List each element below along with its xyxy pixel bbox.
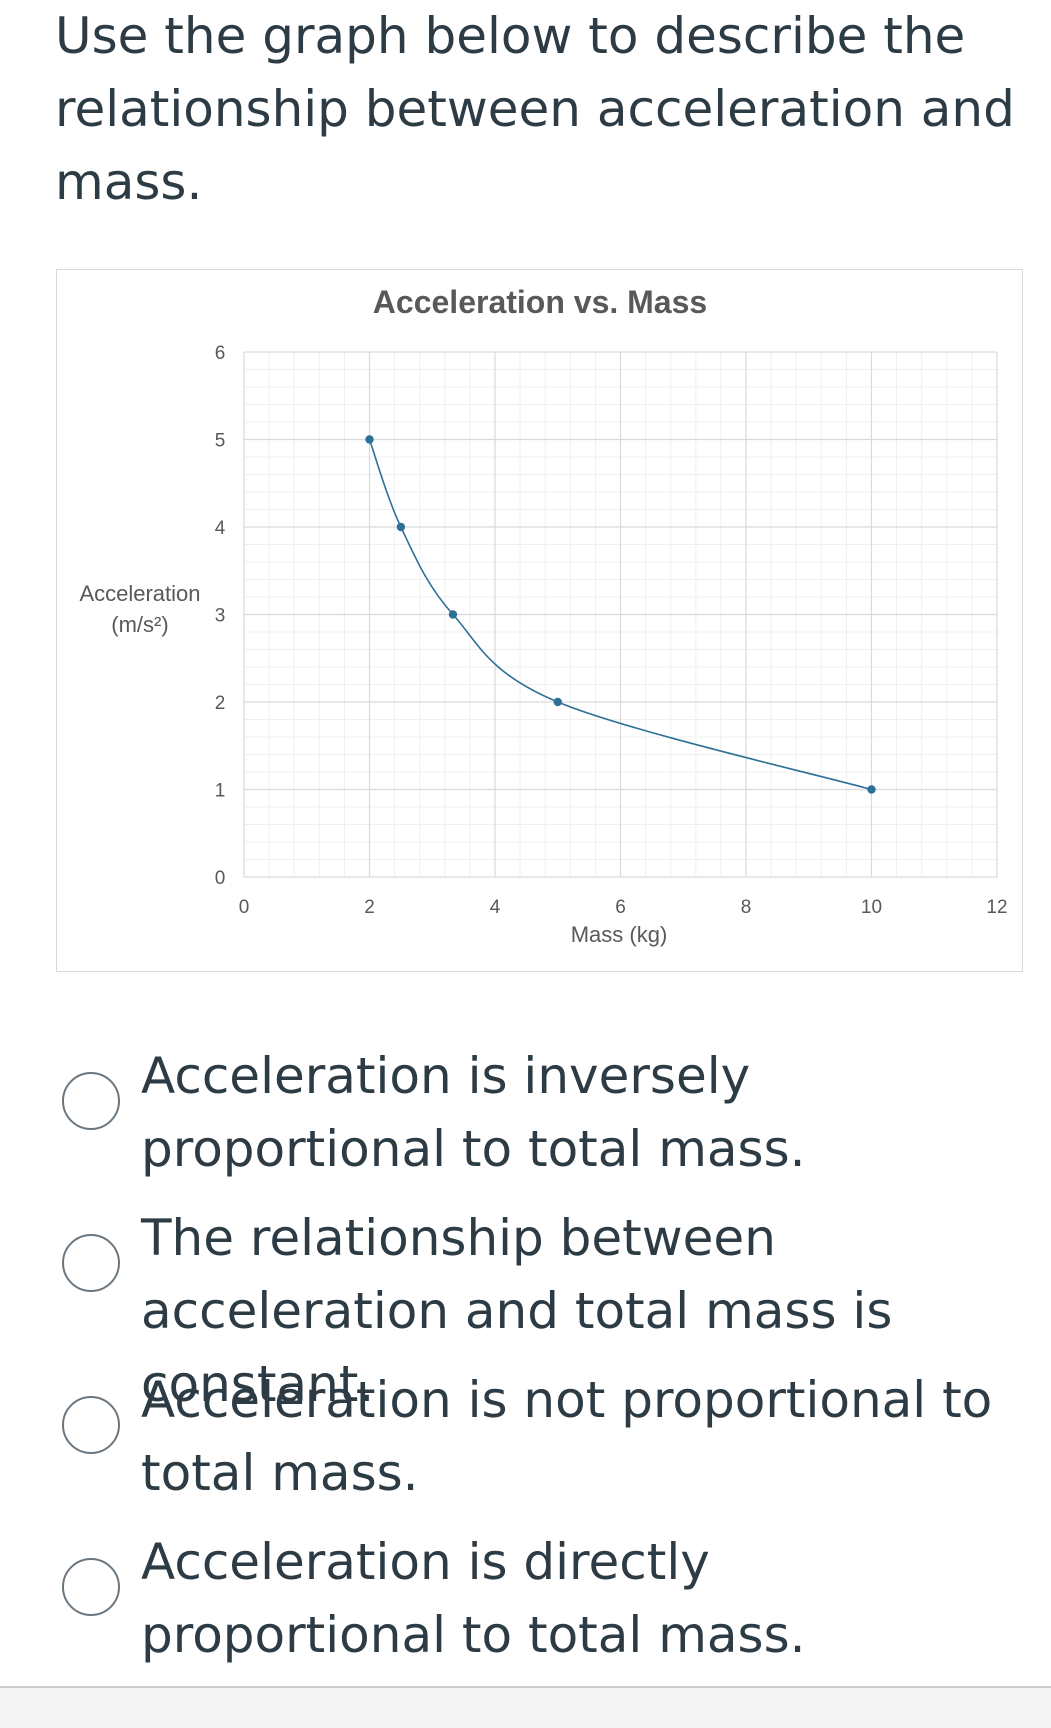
chart-title: Acceleration vs. Mass	[373, 284, 707, 320]
y-tick-label: 4	[215, 518, 226, 539]
series-line	[368, 439, 872, 791]
option-label[interactable]: Acceleration is directly proportional to…	[141, 1533, 806, 1664]
radio-button[interactable]	[62, 1396, 120, 1454]
radio-button[interactable]	[62, 1558, 120, 1616]
data-point	[396, 522, 406, 532]
y-tick-label: 5	[215, 431, 226, 452]
option-not-proportional[interactable]: Acceleration is not proportional to tota…	[60, 1364, 1020, 1514]
y-tick-label: 3	[215, 606, 226, 627]
x-tick-label: 12	[986, 897, 1007, 918]
x-tick-label: 10	[861, 897, 882, 918]
radio-button[interactable]	[62, 1234, 120, 1292]
x-axis-label: Mass (kg)	[571, 922, 668, 947]
chart-series	[365, 435, 876, 794]
y-axis-label-line1: Acceleration	[79, 581, 200, 606]
data-point	[867, 785, 876, 794]
x-axis-ticks: 0 2 4 6 8 10 12	[239, 897, 1008, 918]
option-directly-proportional[interactable]: Acceleration is directly proportional to…	[60, 1526, 1020, 1676]
x-tick-label: 6	[615, 897, 626, 918]
data-point	[553, 697, 562, 707]
x-tick-label: 8	[741, 897, 752, 918]
y-tick-label: 1	[215, 781, 226, 802]
x-tick-label: 4	[490, 897, 501, 918]
x-tick-label: 2	[364, 897, 375, 918]
option-inversely-proportional[interactable]: Acceleration is inversely proportional t…	[60, 1040, 1020, 1190]
option-label[interactable]: The relationship between acceleration an…	[141, 1209, 893, 1413]
data-point	[365, 435, 374, 444]
radio-button[interactable]	[62, 1072, 120, 1130]
y-axis-ticks: 0 1 2 3 4 5 6	[215, 343, 226, 889]
y-axis-label-line2: (m/s²)	[111, 612, 168, 637]
chart-grid	[243, 351, 998, 878]
option-label[interactable]: Acceleration is not proportional to tota…	[141, 1371, 993, 1502]
y-tick-label: 0	[215, 868, 226, 889]
question-text: Use the graph below to describe the rela…	[55, 7, 1015, 211]
bottom-bar	[0, 1686, 1051, 1728]
option-constant[interactable]: The relationship between acceleration an…	[60, 1202, 1020, 1413]
data-point	[448, 610, 458, 619]
x-tick-label: 0	[239, 897, 250, 918]
option-label[interactable]: Acceleration is inversely proportional t…	[141, 1047, 806, 1178]
y-tick-label: 6	[215, 343, 226, 364]
y-tick-label: 2	[215, 693, 226, 714]
